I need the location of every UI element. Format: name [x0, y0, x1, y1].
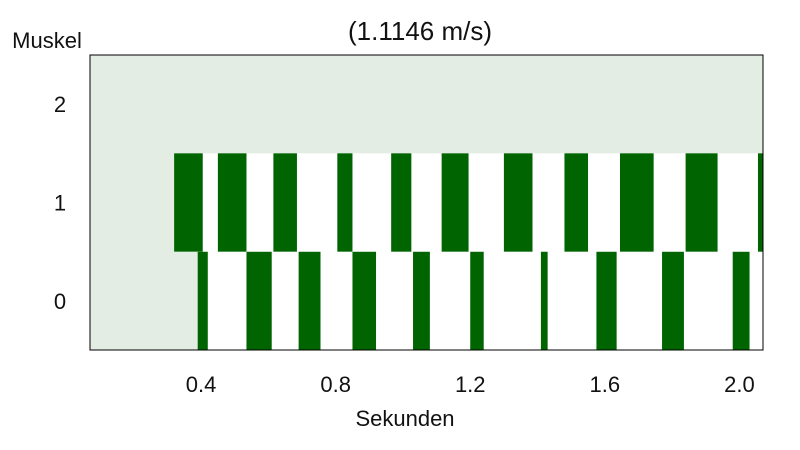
- muscle-0-burst-2: [298, 251, 321, 350]
- x-tick-label: 2.0: [724, 372, 755, 397]
- muscle-0-burst-9: [732, 251, 750, 350]
- muscle-1-burst-3: [337, 153, 353, 252]
- muscle-1-burst-2: [273, 153, 297, 252]
- muscle-1-burst-9: [685, 153, 718, 252]
- muscle-0-burst-0: [197, 251, 208, 350]
- plot-frame: [89, 54, 764, 351]
- y-axis-ticks: 0 1 2: [54, 92, 66, 314]
- muscle-1-burst-8: [619, 153, 654, 252]
- muscle-1-burst-4: [391, 153, 412, 252]
- x-axis-label: Sekunden: [355, 406, 454, 431]
- muscle-rows: [174, 153, 763, 350]
- muscle-1-burst-0: [174, 153, 203, 252]
- y-tick-label: 0: [54, 289, 66, 314]
- x-tick-label: 1.6: [590, 372, 621, 397]
- muscle-0-burst-5: [470, 251, 484, 350]
- x-tick-label: 0.8: [320, 372, 351, 397]
- y-tick-label: 2: [54, 92, 66, 117]
- muscle-0-burst-1: [246, 251, 272, 350]
- chart-title: (1.1146 m/s): [348, 16, 492, 46]
- y-tick-label: 1: [54, 191, 66, 216]
- muscle-0-burst-8: [662, 251, 684, 350]
- y-axis-label: Muskel: [12, 28, 82, 53]
- muscle-0-burst-4: [413, 251, 430, 350]
- muscle-0-burst-7: [596, 251, 617, 350]
- muscle-0-burst-3: [352, 251, 377, 350]
- muscle-1-burst-7: [564, 153, 589, 252]
- muscle-1-burst-5: [441, 153, 469, 252]
- muscle-0-burst-6: [540, 251, 548, 350]
- x-tick-label: 0.4: [186, 372, 217, 397]
- muscle-1-burst-6: [503, 153, 533, 252]
- x-tick-label: 1.2: [455, 372, 486, 397]
- muscle-1-burst-10: [757, 153, 763, 252]
- x-axis-ticks: 0.4 0.8 1.2 1.6 2.0: [186, 372, 755, 397]
- muscle-1-burst-1: [217, 153, 247, 252]
